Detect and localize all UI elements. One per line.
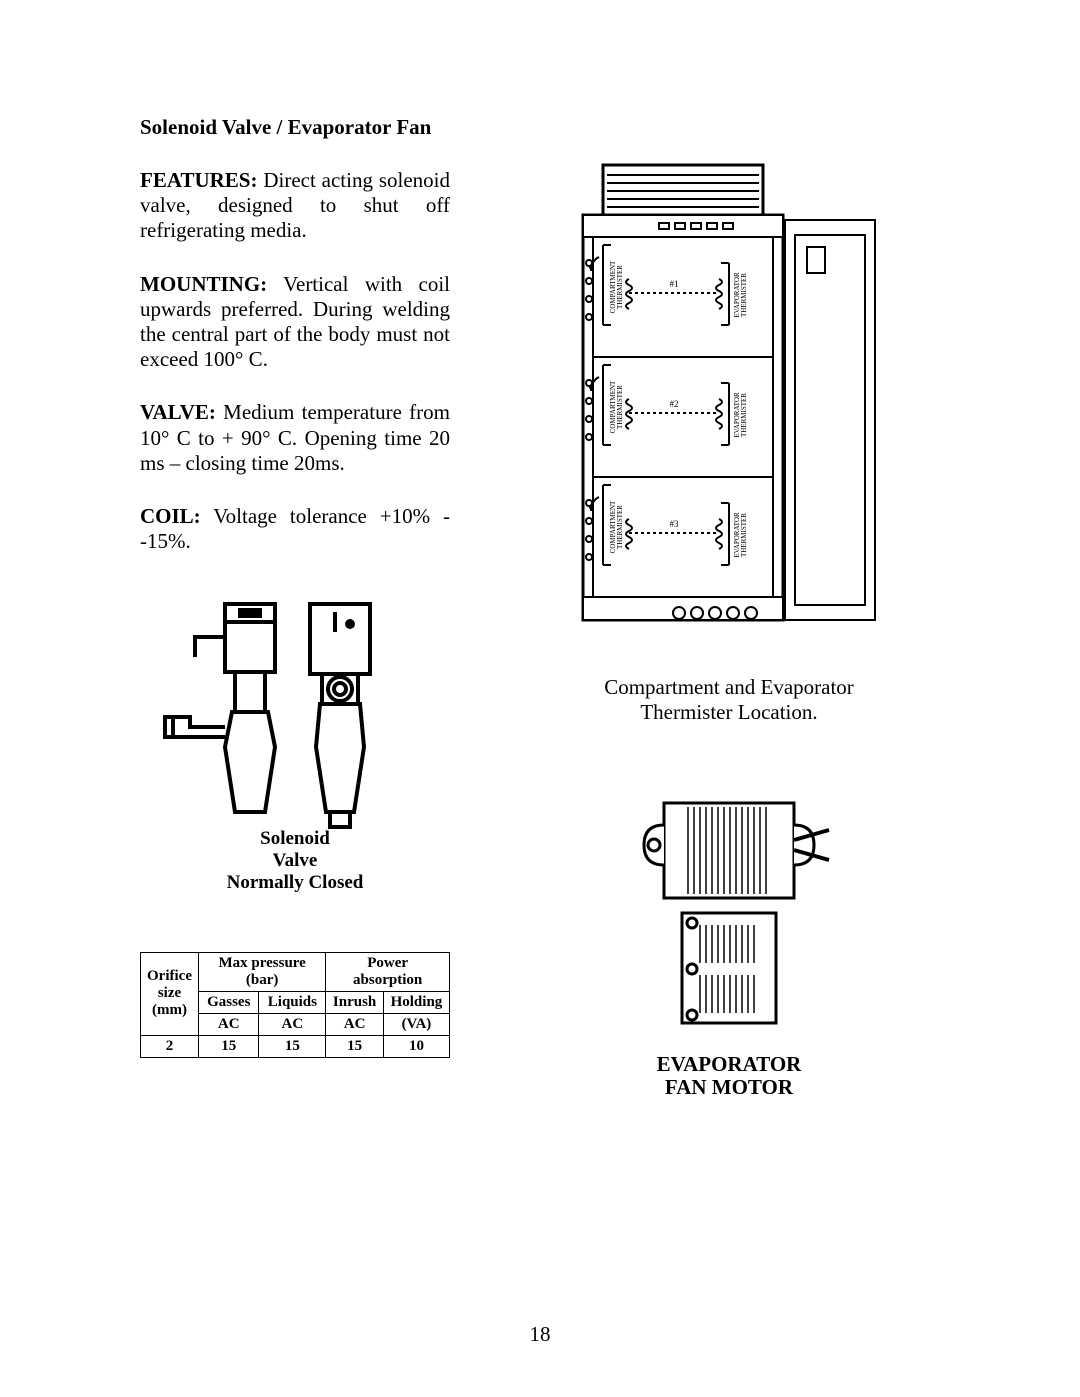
holding-unit: (VA) — [383, 1013, 449, 1035]
two-column-layout: Solenoid Valve / Evaporator Fan FEATURES… — [140, 115, 940, 1100]
gasses-unit: AC — [199, 1013, 259, 1035]
pressure-header: Max pressure (bar) — [199, 952, 326, 991]
fridge-diagram-svg: COMPARTMENTTHERMISTER#1EVAPORATORTHERMIS… — [569, 155, 889, 635]
inrush-unit: AC — [326, 1013, 384, 1035]
svg-text:THERMISTER: THERMISTER — [740, 513, 748, 557]
liquids-header: Liquids — [259, 991, 326, 1013]
orifice-l3: (mm) — [147, 1002, 192, 1019]
solenoid-caption-l1: Solenoid — [140, 828, 450, 850]
mounting-paragraph: MOUNTING: Vertical with coil upwards pre… — [140, 272, 450, 373]
fan-caption: EVAPORATOR FAN MOTOR — [657, 1053, 802, 1099]
solenoid-valve-figure: Solenoid Valve Normally Closed — [140, 582, 450, 894]
liquids-val: 15 — [259, 1035, 326, 1057]
svg-text:THERMISTER: THERMISTER — [616, 505, 624, 549]
orifice-l2: size — [147, 985, 192, 1002]
orifice-l1: Orifice — [147, 968, 192, 985]
svg-text:#2: #2 — [670, 399, 679, 409]
left-column: Solenoid Valve / Evaporator Fan FEATURES… — [140, 115, 450, 1100]
svg-text:#1: #1 — [670, 279, 679, 289]
solenoid-valve-svg — [140, 582, 390, 832]
svg-text:THERMISTER: THERMISTER — [616, 385, 624, 429]
liquids-unit: AC — [259, 1013, 326, 1035]
orifice-val: 2 — [141, 1035, 199, 1057]
fridge-caption-l2: Thermister Location. — [604, 700, 854, 725]
svg-text:THERMISTER: THERMISTER — [740, 393, 748, 437]
coil-paragraph: COIL: Voltage tolerance +10% --15%. — [140, 504, 450, 554]
valve-paragraph: VALVE: Medium temperature from 10° C to … — [140, 400, 450, 476]
spec-table: Orifice size (mm) Max pressure (bar) Pow… — [140, 952, 450, 1058]
svg-text:THERMISTER: THERMISTER — [616, 265, 624, 309]
mounting-label: MOUNTING: — [140, 272, 267, 296]
inrush-header: Inrush — [326, 991, 384, 1013]
fridge-caption: Compartment and Evaporator Thermister Lo… — [604, 675, 854, 725]
valve-label: VALVE: — [140, 400, 216, 424]
section-title: Solenoid Valve / Evaporator Fan — [140, 115, 450, 140]
gasses-val: 15 — [199, 1035, 259, 1057]
features-label: FEATURES: — [140, 168, 257, 192]
coil-label: COIL: — [140, 504, 201, 528]
right-column: COMPARTMENTTHERMISTER#1EVAPORATORTHERMIS… — [518, 115, 940, 1100]
inrush-val: 15 — [326, 1035, 384, 1057]
svg-text:#3: #3 — [670, 519, 680, 529]
fan-motor-svg — [624, 795, 834, 1045]
orifice-header: Orifice size (mm) — [141, 952, 199, 1035]
solenoid-caption-l3: Normally Closed — [140, 872, 450, 894]
solenoid-caption-l2: Valve — [140, 850, 450, 872]
solenoid-caption: Solenoid Valve Normally Closed — [140, 828, 450, 894]
svg-text:THERMISTER: THERMISTER — [740, 273, 748, 317]
fan-caption-l2: FAN MOTOR — [657, 1076, 802, 1099]
power-header: Power absorption — [326, 952, 450, 991]
holding-header: Holding — [383, 991, 449, 1013]
gasses-header: Gasses — [199, 991, 259, 1013]
fan-caption-l1: EVAPORATOR — [657, 1053, 802, 1076]
features-paragraph: FEATURES: Direct acting solenoid valve, … — [140, 168, 450, 244]
holding-val: 10 — [383, 1035, 449, 1057]
fridge-caption-l1: Compartment and Evaporator — [604, 675, 854, 700]
page-number: 18 — [0, 1322, 1080, 1347]
page: Solenoid Valve / Evaporator Fan FEATURES… — [0, 0, 1080, 1397]
